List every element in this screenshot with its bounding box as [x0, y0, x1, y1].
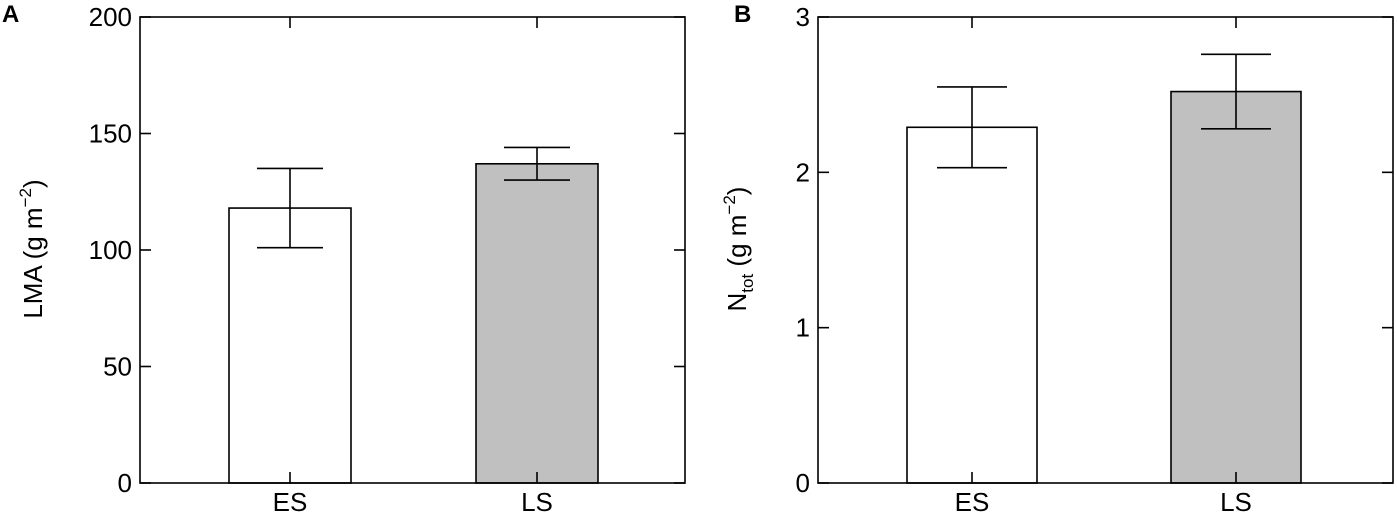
panel-a-y-axis-title: LMA (g m−2)	[16, 179, 48, 318]
panel-a-plot-frame	[139, 16, 686, 484]
panel-a: A LMA (g m−2) 0 50 100 150 200 ES LS	[2, 1, 686, 514]
panel-b-ytick-label: 0	[796, 468, 810, 498]
panel-a-bar-es	[228, 207, 352, 484]
panel-b-y-axis-title: Ntot (g m−2)	[720, 187, 757, 312]
panel-b-bar-ls	[1170, 90, 1302, 484]
panel-a-ytick-label: 0	[118, 468, 132, 498]
panel-a-xtick-label-ls: LS	[521, 487, 553, 514]
panel-b-bar-es	[906, 126, 1038, 484]
panel-b-ytick-label: 3	[796, 2, 810, 32]
panel-b: B Ntot (g m−2) 0 1 2 3 ES LS	[720, 1, 1394, 514]
panel-a-ytick-label: 150	[89, 119, 132, 149]
panel-a-xtick-label-es: ES	[273, 487, 308, 514]
panel-a-ytick-label: 50	[103, 352, 132, 382]
panel-b-ytick-label: 1	[796, 313, 810, 343]
panel-a-label: A	[2, 1, 19, 28]
panel-a-ytick-label: 200	[89, 2, 132, 32]
panel-b-xtick-label-es: ES	[955, 487, 990, 514]
panel-b-plot-frame	[817, 16, 1394, 484]
panel-a-bar-ls	[475, 162, 599, 484]
panel-b-ytick-label: 2	[796, 157, 810, 187]
panel-b-xtick-label-ls: LS	[1220, 487, 1252, 514]
panel-b-label: B	[734, 1, 751, 28]
panel-a-ytick-label: 100	[89, 235, 132, 265]
